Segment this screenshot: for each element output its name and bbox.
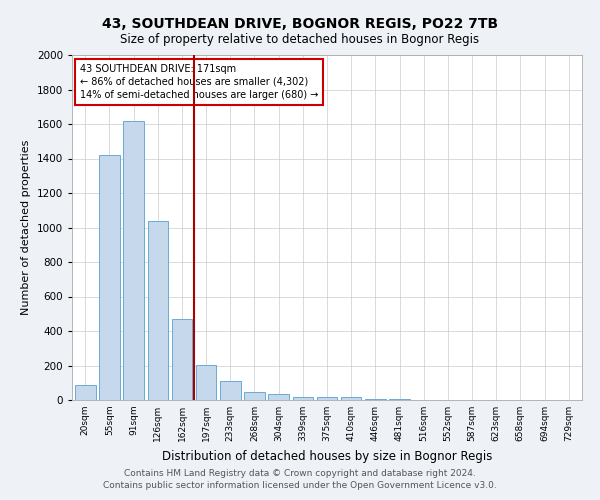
Bar [341, 397, 361, 400]
Text: 43, SOUTHDEAN DRIVE, BOGNOR REGIS, PO22 7TB: 43, SOUTHDEAN DRIVE, BOGNOR REGIS, PO22 … [102, 18, 498, 32]
Text: Contains public sector information licensed under the Open Government Licence v3: Contains public sector information licen… [103, 481, 497, 490]
Text: Size of property relative to detached houses in Bognor Regis: Size of property relative to detached ho… [121, 32, 479, 46]
Text: 43 SOUTHDEAN DRIVE: 171sqm
← 86% of detached houses are smaller (4,302)
14% of s: 43 SOUTHDEAN DRIVE: 171sqm ← 86% of deta… [80, 64, 318, 100]
Bar [124, 120, 144, 400]
Y-axis label: Number of detached properties: Number of detached properties [21, 140, 31, 315]
Bar [220, 381, 241, 400]
Bar [75, 386, 95, 400]
Bar [172, 319, 192, 400]
Bar [244, 392, 265, 400]
Bar [317, 398, 337, 400]
Bar [148, 220, 168, 400]
Bar [365, 399, 386, 400]
Text: Contains HM Land Registry data © Crown copyright and database right 2024.: Contains HM Land Registry data © Crown c… [124, 468, 476, 477]
X-axis label: Distribution of detached houses by size in Bognor Regis: Distribution of detached houses by size … [162, 450, 492, 462]
Bar [293, 396, 313, 400]
Bar [268, 394, 289, 400]
Bar [99, 155, 120, 400]
Bar [196, 364, 217, 400]
